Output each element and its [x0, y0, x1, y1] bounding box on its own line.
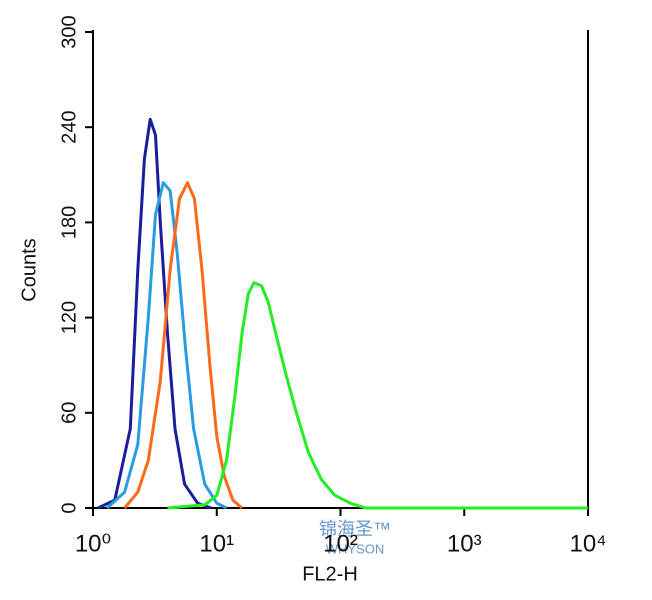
x-axis-label: FL2-H	[302, 563, 358, 585]
series-line	[123, 181, 243, 510]
y-tick-label: 240	[58, 111, 80, 144]
axes-frame	[92, 30, 589, 509]
series-line	[97, 117, 212, 510]
series-line	[106, 181, 228, 510]
x-tick-label: 10⁰	[75, 530, 111, 557]
y-axis-label: Counts	[18, 238, 40, 301]
y-tick-label: 180	[58, 206, 80, 239]
series-line	[167, 281, 588, 510]
y-tick-label: 120	[58, 301, 80, 334]
x-tick-label: 10⁴	[569, 530, 606, 557]
y-tick-label: 60	[58, 402, 80, 424]
x-tick-label: 10²	[323, 530, 358, 557]
y-tick-label: 300	[58, 15, 80, 48]
x-tick-label: 10¹	[199, 530, 234, 557]
watermark-cn: 锦海圣™	[319, 519, 391, 539]
watermark-en: WHYSON	[326, 541, 385, 556]
x-tick-label: 10³	[447, 530, 482, 557]
y-tick-label: 0	[58, 502, 80, 513]
